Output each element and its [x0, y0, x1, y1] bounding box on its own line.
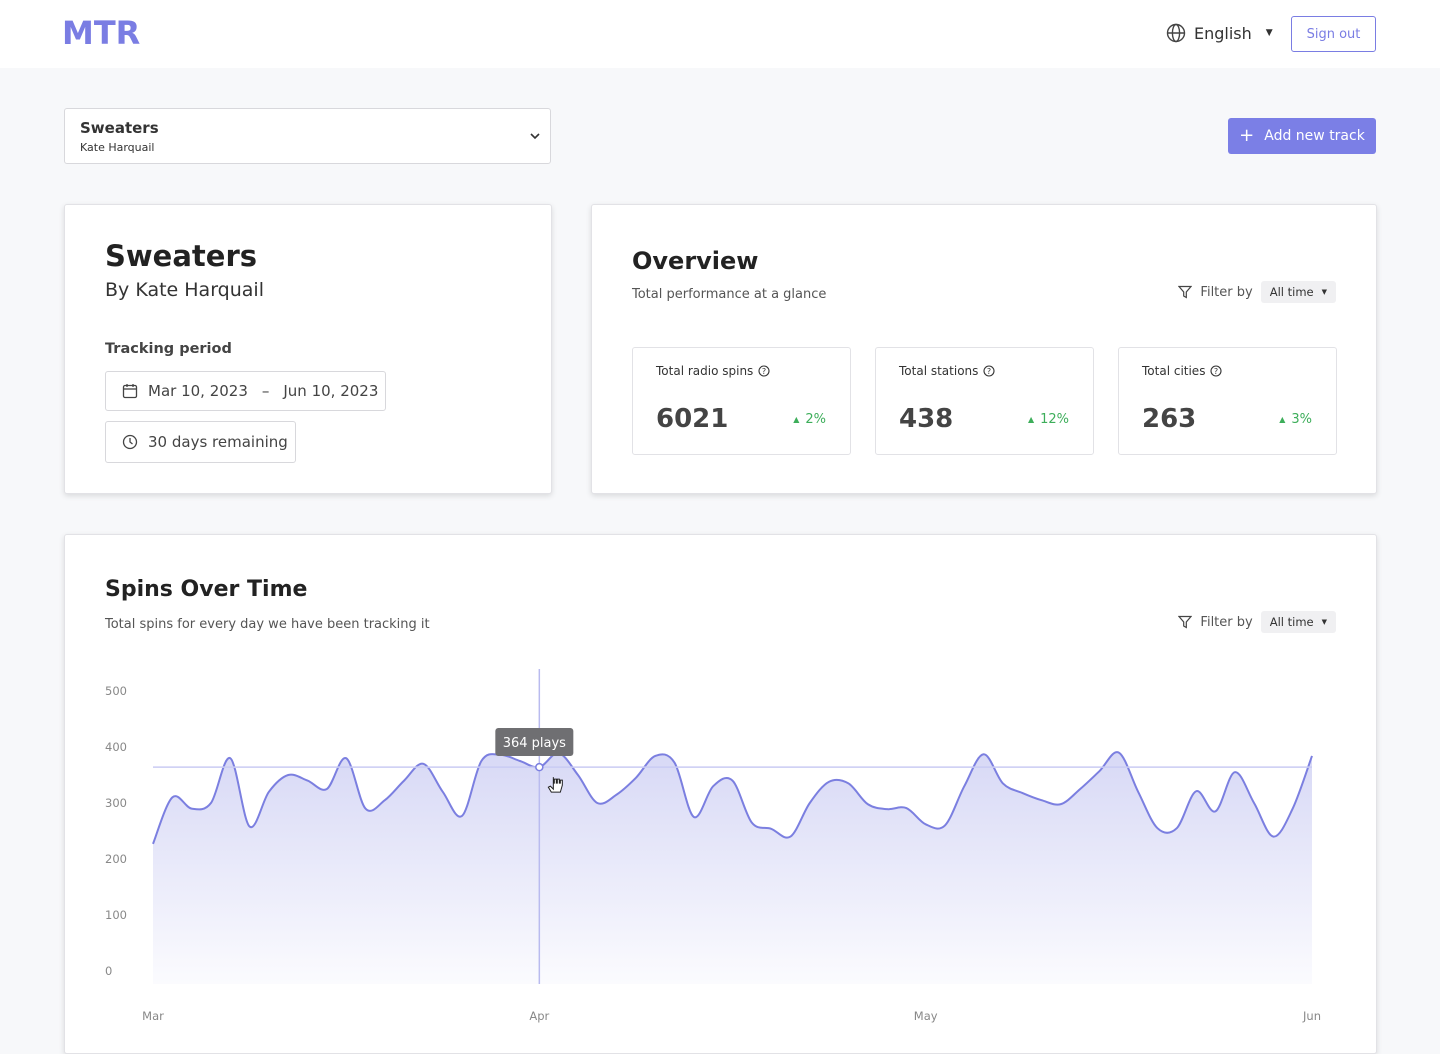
area — [153, 752, 1312, 984]
y-tick-label: 100 — [105, 908, 127, 922]
x-tick-label: Apr — [529, 1009, 549, 1023]
up-icon: ▲ — [1279, 415, 1286, 424]
chart-card: Spins Over Time Total spins for every da… — [64, 534, 1377, 1054]
up-icon: ▲ — [1027, 415, 1035, 424]
x-tick-label: Jun — [1302, 1009, 1321, 1023]
language-select[interactable]: English ▼ — [1166, 23, 1273, 43]
start-date: Mar 10, 2023 — [148, 382, 248, 400]
filter-icon — [1178, 285, 1193, 299]
chevron — [530, 133, 540, 140]
track-card: Sweaters By Kate Harquail Tracking perio… — [64, 204, 552, 494]
overview-filter[interactable]: Filter by All time ▼ — [1178, 281, 1336, 303]
stat-label: Total cities — [1142, 364, 1206, 378]
logo[interactable]: MTR — [62, 14, 141, 52]
tooltip-label: 364 plays — [503, 736, 566, 751]
filter-value: All time — [1269, 615, 1314, 629]
track-select-artist: Kate Harquail — [80, 141, 155, 154]
help-icon[interactable]: ? — [1210, 365, 1223, 377]
stat-label: Total radio spins — [656, 364, 754, 378]
stat-label: Total stations — [899, 364, 979, 378]
stat-card: Total cities? 263 ▲ 3% — [1118, 347, 1337, 455]
remaining-label: 30 days remaining — [148, 433, 288, 451]
plus-icon: + — [1239, 125, 1255, 146]
add-track-button[interactable]: + Add new track — [1228, 118, 1376, 154]
filter-value: All time — [1269, 285, 1314, 299]
filter-select[interactable]: All time ▼ — [1260, 281, 1336, 303]
up-icon: ▲ — [793, 415, 800, 424]
track-title: Sweaters — [105, 239, 258, 273]
stat-value: 6021 — [656, 404, 729, 434]
y-tick-label: 200 — [105, 852, 127, 866]
remaining: 30 days remaining — [105, 421, 296, 463]
caret: ▼ — [1321, 288, 1327, 296]
x-tick-label: Mar — [142, 1009, 164, 1023]
stat-change-row: ▲ 2% — [793, 412, 826, 427]
chart: 0 100 200 300 400 500 Mar Apr May Jun 364 plays — [105, 669, 1321, 1023]
svg-text:?: ? — [987, 367, 991, 376]
y-tick-label: 300 — [105, 796, 127, 810]
svg-text:?: ? — [762, 367, 766, 376]
filter-icon — [1178, 615, 1193, 629]
add-track-label: Add new track — [1264, 128, 1365, 144]
tracking-label: Tracking period — [105, 341, 232, 357]
globe-icon — [1166, 23, 1186, 43]
stat-label-row: Total cities? — [1142, 364, 1223, 378]
clock-icon — [122, 434, 138, 450]
help-icon[interactable]: ? — [983, 365, 995, 377]
y-tick-label: 500 — [105, 684, 127, 698]
tracking-period[interactable]: Mar 10, 2023 – Jun 10, 2023 — [105, 371, 386, 411]
chart-subtitle: Total spins for every day we have been t… — [105, 617, 430, 632]
stat-value: 263 — [1142, 404, 1197, 434]
x-tick-label: May — [914, 1009, 938, 1023]
caret: ▼ — [1321, 618, 1327, 626]
line — [152, 751, 1313, 845]
caret: ▼ — [1265, 28, 1273, 38]
filter-select[interactable]: All time ▼ — [1260, 611, 1336, 633]
chart-title: Spins Over Time — [105, 577, 308, 602]
overview-title: Overview — [632, 247, 759, 275]
overview-card: Overview Total performance at a glance F… — [591, 204, 1377, 494]
filter-label: Filter by — [1200, 614, 1253, 630]
stat-label-row: Total stations? — [899, 364, 995, 378]
stat-label-row: Total radio spins? — [656, 364, 770, 378]
tooltip — [495, 728, 574, 756]
stat-card: Total stations? 438 ▲ 12% — [875, 347, 1094, 455]
stat-change: 2% — [805, 412, 826, 427]
track-select-title: Sweaters — [80, 119, 159, 137]
stat-change: 12% — [1040, 412, 1069, 427]
svg-text:?: ? — [1214, 367, 1218, 376]
y-tick-label: 400 — [105, 740, 127, 754]
date-separator: – — [261, 382, 270, 400]
stat-value: 438 — [899, 404, 954, 434]
stat-change-row: ▲ 3% — [1279, 412, 1312, 427]
sign-out-button[interactable]: Sign out — [1291, 16, 1376, 52]
chart-filter[interactable]: Filter by All time ▼ — [1178, 611, 1336, 633]
stat-change-row: ▲ 12% — [1028, 412, 1069, 427]
y-tick-label: 0 — [105, 964, 112, 978]
top-bar — [0, 0, 1440, 68]
hover-point — [535, 762, 544, 772]
help-icon[interactable]: ? — [758, 365, 770, 377]
stat-card: Total radio spins? 6021 ▲ 2% — [632, 347, 851, 455]
cursor — [547, 777, 563, 793]
track-select[interactable]: Sweaters Kate Harquail — [64, 108, 551, 164]
stat-change: 3% — [1291, 412, 1312, 427]
overview-subtitle: Total performance at a glance — [632, 287, 827, 302]
track-artist: By Kate Harquail — [105, 279, 264, 301]
calendar-icon — [122, 384, 138, 399]
filter-label: Filter by — [1200, 284, 1253, 300]
language-label: English — [1194, 23, 1252, 43]
end-date: Jun 10, 2023 — [283, 382, 379, 400]
